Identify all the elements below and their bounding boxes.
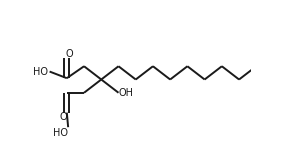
Text: O: O [66, 49, 73, 59]
Text: OH: OH [118, 88, 133, 98]
Text: O: O [60, 112, 67, 122]
Text: HO: HO [33, 67, 48, 76]
Text: HO: HO [53, 128, 68, 138]
